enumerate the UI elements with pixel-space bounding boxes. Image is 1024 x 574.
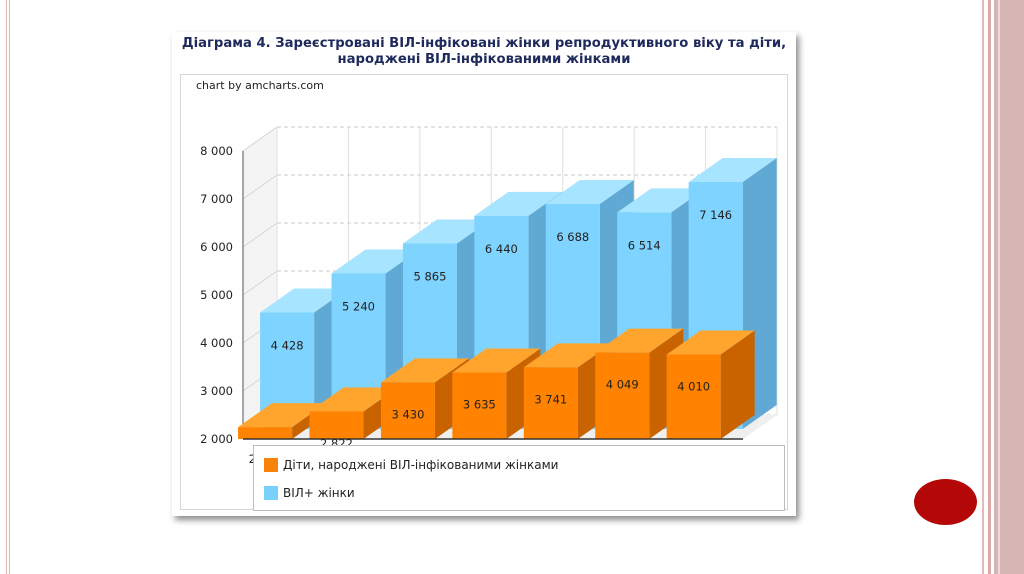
y-tick-label: 2 000 <box>200 432 233 446</box>
data-label-women: 6 514 <box>628 238 661 252</box>
legend-label-women: ВІЛ+ жінки <box>283 486 355 500</box>
data-label-women: 5 865 <box>413 269 446 283</box>
chart-plot: 2 000 3 000 4 000 5 000 6 000 7 000 8 000 4 428… <box>200 126 778 466</box>
y-tick-label: 3 000 <box>200 384 233 398</box>
legend-item-women[interactable]: ВІЛ+ жінки <box>264 486 355 500</box>
legend-swatch-blue <box>264 486 278 500</box>
y-tick-label: 7 000 <box>200 192 233 206</box>
data-label-women: 4 428 <box>271 338 304 352</box>
y-tick-label: 8 000 <box>200 144 233 158</box>
data-label-women: 6 688 <box>556 230 589 244</box>
grid-line-diag <box>242 174 278 200</box>
grid-line-diag <box>242 126 278 152</box>
data-label-children: 3 741 <box>534 392 567 406</box>
slide-frame-left <box>6 0 10 574</box>
chart-title: Діаграма 4. Зареєстровані ВІЛ-інфіковані… <box>172 36 796 68</box>
slide-frame-right <box>982 0 1024 574</box>
slide-decoration-oval <box>914 479 977 525</box>
legend-item-children[interactable]: Діти, народжені ВІЛ-інфікованими жінками <box>264 458 558 472</box>
y-tick-label: 5 000 <box>200 288 233 302</box>
y-tick-label: 4 000 <box>200 336 233 350</box>
legend-label-children: Діти, народжені ВІЛ-інфікованими жінками <box>283 458 559 472</box>
chart-credit-link[interactable]: chart by amcharts.com <box>196 79 324 92</box>
data-label-women: 7 146 <box>699 208 732 222</box>
data-label-children: 4 049 <box>606 378 639 392</box>
legend-swatch-orange <box>264 458 278 472</box>
data-label-children: 3 635 <box>463 398 496 412</box>
chart-title-line-1: Діаграма 4. Зареєстровані ВІЛ-інфіковані… <box>181 36 787 51</box>
data-label-women: 5 240 <box>342 299 375 313</box>
chart-card: Діаграма 4. Зареєстровані ВІЛ-інфіковані… <box>172 32 796 516</box>
chart-area: chart by amcharts.com 2 000 3 000 4 000 5 0… <box>180 74 788 511</box>
chart-title-line-2: народжені ВІЛ-інфікованими жінками <box>337 52 631 67</box>
bar-children-2011[interactable] <box>666 330 755 439</box>
y-tick-label: 6 000 <box>200 240 233 254</box>
grid-line-diag <box>242 222 278 248</box>
data-label-women: 6 440 <box>485 242 518 256</box>
chart-legend: Діти, народжені ВІЛ-інфікованими жінками… <box>253 445 785 511</box>
data-label-children: 4 010 <box>677 380 710 394</box>
grid-line-diag <box>242 270 278 296</box>
bar-children-2008[interactable] <box>452 348 541 439</box>
data-label-children: 3 430 <box>391 407 424 421</box>
